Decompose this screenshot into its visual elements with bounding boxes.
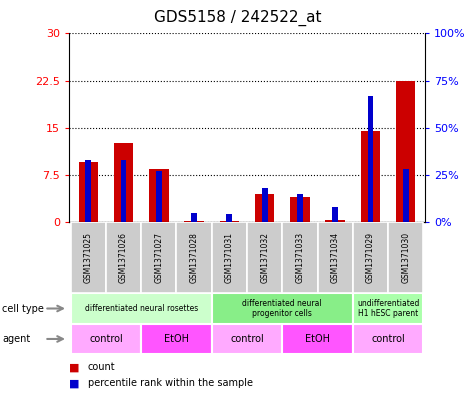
- Text: GSM1371027: GSM1371027: [154, 232, 163, 283]
- Text: control: control: [89, 334, 123, 344]
- Text: undifferentiated
H1 hESC parent: undifferentiated H1 hESC parent: [357, 299, 419, 318]
- Bar: [361, 131, 380, 222]
- Text: agent: agent: [2, 334, 30, 344]
- Bar: [297, 194, 303, 222]
- Text: GSM1371029: GSM1371029: [366, 232, 375, 283]
- Bar: [353, 324, 423, 354]
- Bar: [114, 143, 133, 222]
- Text: EtOH: EtOH: [305, 334, 330, 344]
- Bar: [290, 197, 310, 222]
- Bar: [71, 222, 106, 293]
- Bar: [353, 222, 388, 293]
- Text: cell type: cell type: [2, 303, 44, 314]
- Text: GSM1371033: GSM1371033: [295, 232, 304, 283]
- Text: percentile rank within the sample: percentile rank within the sample: [88, 378, 253, 388]
- Text: control: control: [371, 334, 405, 344]
- Bar: [71, 324, 141, 354]
- Text: control: control: [230, 334, 264, 344]
- Bar: [227, 215, 232, 222]
- Bar: [332, 207, 338, 222]
- Text: GSM1371028: GSM1371028: [190, 232, 199, 283]
- Bar: [149, 169, 169, 222]
- Text: differentiated neural rosettes: differentiated neural rosettes: [85, 304, 198, 313]
- Bar: [396, 81, 416, 222]
- Text: GSM1371030: GSM1371030: [401, 232, 410, 283]
- Bar: [368, 95, 373, 222]
- Bar: [191, 213, 197, 222]
- Bar: [282, 222, 318, 293]
- Text: differentiated neural
progenitor cells: differentiated neural progenitor cells: [242, 299, 322, 318]
- Bar: [121, 160, 126, 222]
- Text: GSM1371031: GSM1371031: [225, 232, 234, 283]
- Bar: [325, 220, 345, 222]
- Bar: [318, 222, 353, 293]
- Bar: [403, 169, 408, 222]
- Text: GSM1371026: GSM1371026: [119, 232, 128, 283]
- Bar: [353, 293, 423, 324]
- Bar: [255, 194, 275, 222]
- Text: GSM1371034: GSM1371034: [331, 232, 340, 283]
- Bar: [212, 293, 353, 324]
- Bar: [184, 221, 204, 222]
- Bar: [141, 324, 212, 354]
- Bar: [156, 171, 162, 222]
- Bar: [212, 222, 247, 293]
- Bar: [86, 160, 91, 222]
- Bar: [219, 221, 239, 222]
- Bar: [262, 188, 267, 222]
- Bar: [106, 222, 141, 293]
- Bar: [78, 162, 98, 222]
- Bar: [388, 222, 423, 293]
- Bar: [141, 222, 176, 293]
- Bar: [212, 324, 282, 354]
- Text: ■: ■: [69, 362, 79, 373]
- Text: GDS5158 / 242522_at: GDS5158 / 242522_at: [154, 10, 321, 26]
- Bar: [71, 293, 212, 324]
- Bar: [282, 324, 353, 354]
- Text: GSM1371032: GSM1371032: [260, 232, 269, 283]
- Text: EtOH: EtOH: [164, 334, 189, 344]
- Bar: [247, 222, 282, 293]
- Text: GSM1371025: GSM1371025: [84, 232, 93, 283]
- Text: count: count: [88, 362, 115, 373]
- Bar: [176, 222, 212, 293]
- Text: ■: ■: [69, 378, 79, 388]
